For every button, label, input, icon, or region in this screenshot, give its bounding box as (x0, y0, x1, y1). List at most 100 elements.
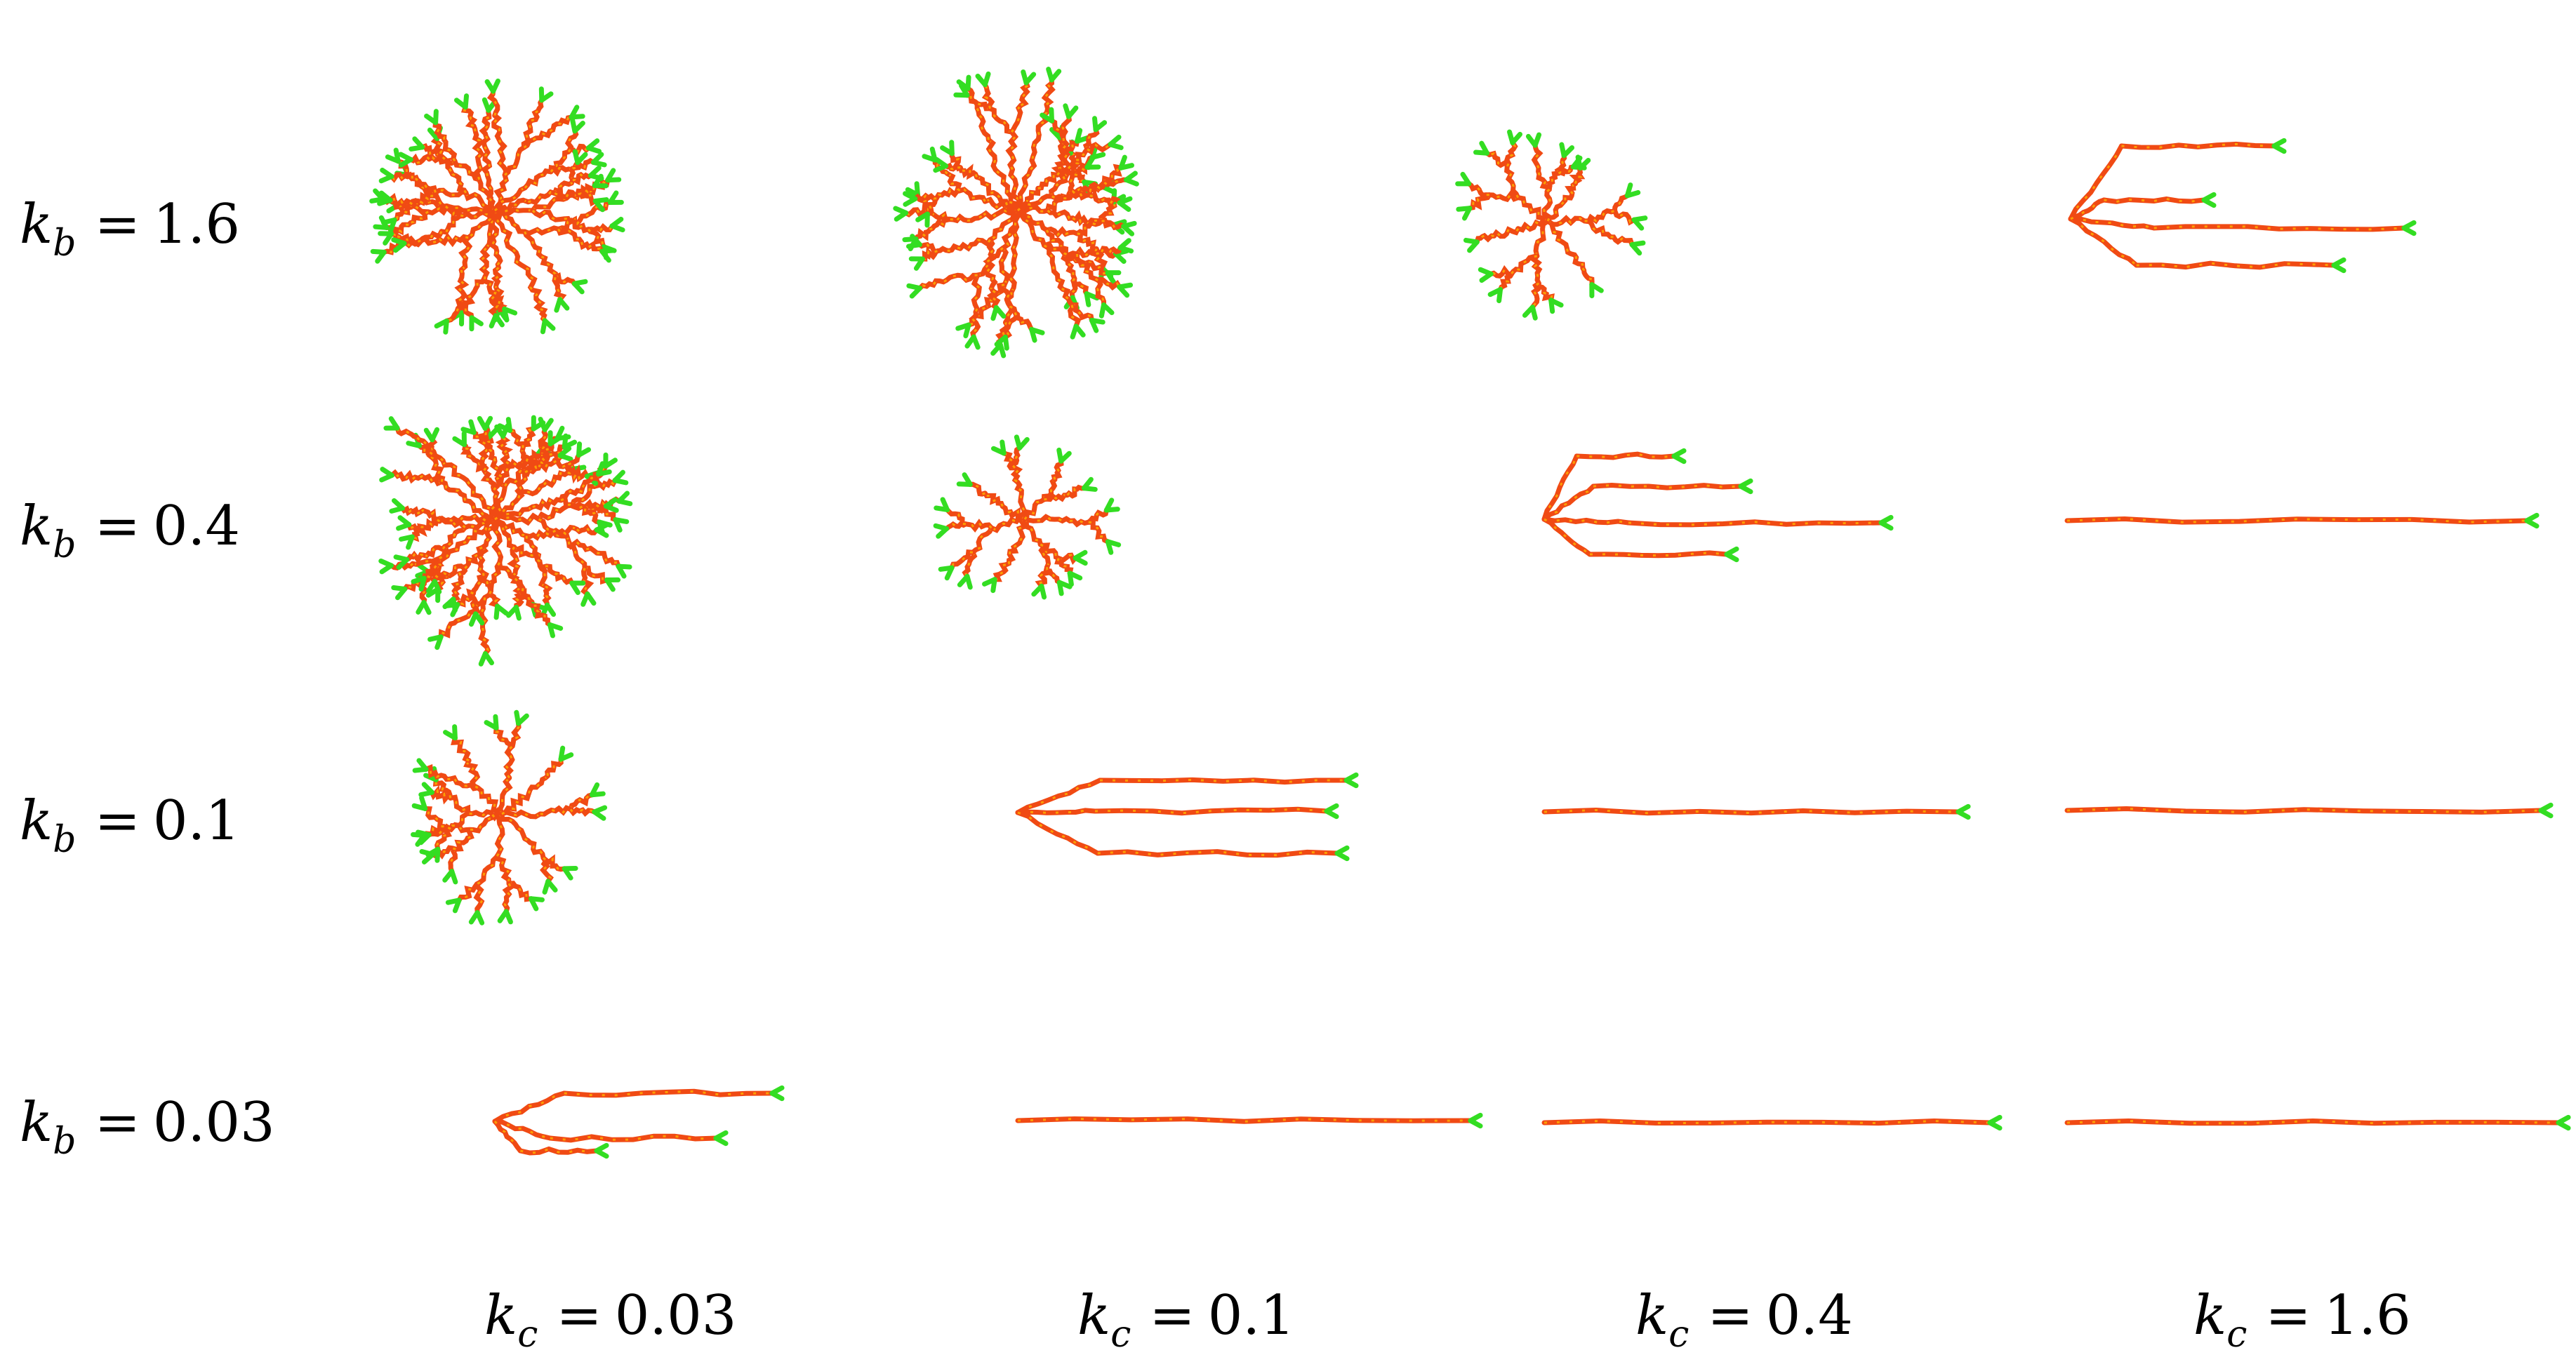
growth-tip (445, 897, 462, 905)
branch-segment (924, 196, 939, 217)
structure-kb0.03-kc1.6 (2064, 1114, 2571, 1131)
branch-highlight (1564, 182, 1576, 201)
branch-highlight (967, 94, 990, 110)
branch-segment (432, 120, 447, 142)
growth-tip (378, 190, 393, 203)
branch-highlight (1537, 283, 1553, 301)
growth-tip (580, 591, 590, 607)
branch-segment (492, 1118, 523, 1154)
branch-segment (491, 265, 503, 293)
branch-segment (1541, 453, 1579, 522)
growth-tip (1724, 552, 1739, 563)
branch-highlight (1546, 199, 1566, 222)
growth-tip (482, 415, 493, 431)
branch-highlight (2070, 218, 2155, 229)
branch-segment (1065, 147, 1090, 171)
branch-segment (1037, 542, 1051, 570)
growth-tip (592, 198, 605, 213)
branch-highlight (428, 825, 451, 836)
branch-highlight (1073, 278, 1088, 295)
growth-tip (412, 136, 425, 150)
growth-tip (1987, 1120, 2003, 1131)
branch-segment (491, 483, 507, 522)
branch-segment (520, 426, 536, 450)
branch-highlight (597, 552, 620, 567)
row-label-kb-0.1: k b = 0.1 (20, 789, 240, 861)
branch-highlight (418, 439, 444, 462)
growth-tip (1017, 436, 1030, 450)
growth-tip (411, 575, 427, 585)
branch-highlight (406, 553, 423, 561)
branch-highlight (553, 459, 574, 471)
branch-segment (1541, 1118, 1993, 1126)
kb-value: 0.03 (152, 1091, 275, 1154)
growth-tip (452, 724, 458, 741)
branch-segment (530, 497, 564, 512)
growth-tip (1118, 163, 1135, 171)
branch-segment (1511, 253, 1540, 274)
branch-highlight (1611, 194, 1628, 213)
structure-kb0.1-kc0.03 (411, 709, 608, 926)
branch-highlight (1087, 143, 1111, 153)
branch-segment (569, 160, 583, 183)
branch-highlight (1506, 142, 1517, 167)
branch-highlight (489, 91, 499, 116)
branch-segment (467, 481, 498, 522)
branch-segment (423, 806, 446, 829)
growth-tip (442, 596, 456, 610)
c-subscript: c (1668, 1314, 1689, 1356)
branch-segment (496, 140, 509, 178)
growth-tip (609, 223, 625, 233)
growth-tip (1089, 317, 1099, 333)
branch-segment (425, 203, 461, 216)
branch-highlight (1094, 808, 1327, 815)
branch-highlight (555, 573, 573, 584)
growth-tip (388, 416, 400, 431)
branch-highlight (1056, 558, 1073, 574)
branch-highlight (1076, 248, 1103, 257)
branch-segment (1565, 246, 1586, 271)
branch-segment (463, 497, 498, 522)
growth-tip (1056, 580, 1064, 596)
equals-sign: = (94, 789, 140, 853)
branch-segment (444, 296, 464, 323)
branch-segment (1077, 180, 1107, 196)
growth-tip (929, 146, 938, 163)
branch-segment (472, 879, 485, 916)
branch-highlight (983, 84, 993, 109)
k-symbol: k (1635, 1284, 1669, 1347)
growth-tip (433, 109, 439, 126)
branch-highlight (1044, 494, 1068, 501)
branch-highlight (998, 172, 1020, 211)
c-subscript: c (2226, 1314, 2248, 1356)
branch-segment (479, 516, 498, 550)
branch-highlight (527, 775, 549, 794)
branch-segment (976, 108, 991, 142)
growth-tip (1956, 809, 1971, 820)
branch-segment (903, 207, 931, 219)
branch-highlight (432, 846, 456, 858)
growth-tip (1629, 242, 1642, 256)
b-subscript: b (53, 1121, 77, 1163)
branch-segment (477, 425, 491, 446)
branch-segment (1504, 163, 1521, 201)
branch-segment (455, 588, 476, 608)
growth-tip (506, 604, 519, 618)
growth-tip (962, 472, 973, 487)
growth-tip (1049, 107, 1054, 123)
equals-sign: = (1149, 1284, 1195, 1347)
growth-tip (1058, 450, 1072, 464)
branch-highlight (557, 228, 583, 243)
branch-segment (516, 482, 547, 501)
branch-segment (1097, 777, 1349, 785)
growth-tip (427, 634, 444, 642)
branch-highlight (931, 218, 954, 229)
growth-tip (959, 83, 970, 98)
growth-tip (1456, 206, 1473, 212)
branch-segment (971, 272, 982, 312)
branch-highlight (435, 574, 448, 590)
branch-segment (530, 196, 566, 213)
branch-highlight (514, 592, 524, 608)
branch-segment (957, 187, 988, 204)
branch-segment (583, 498, 609, 514)
